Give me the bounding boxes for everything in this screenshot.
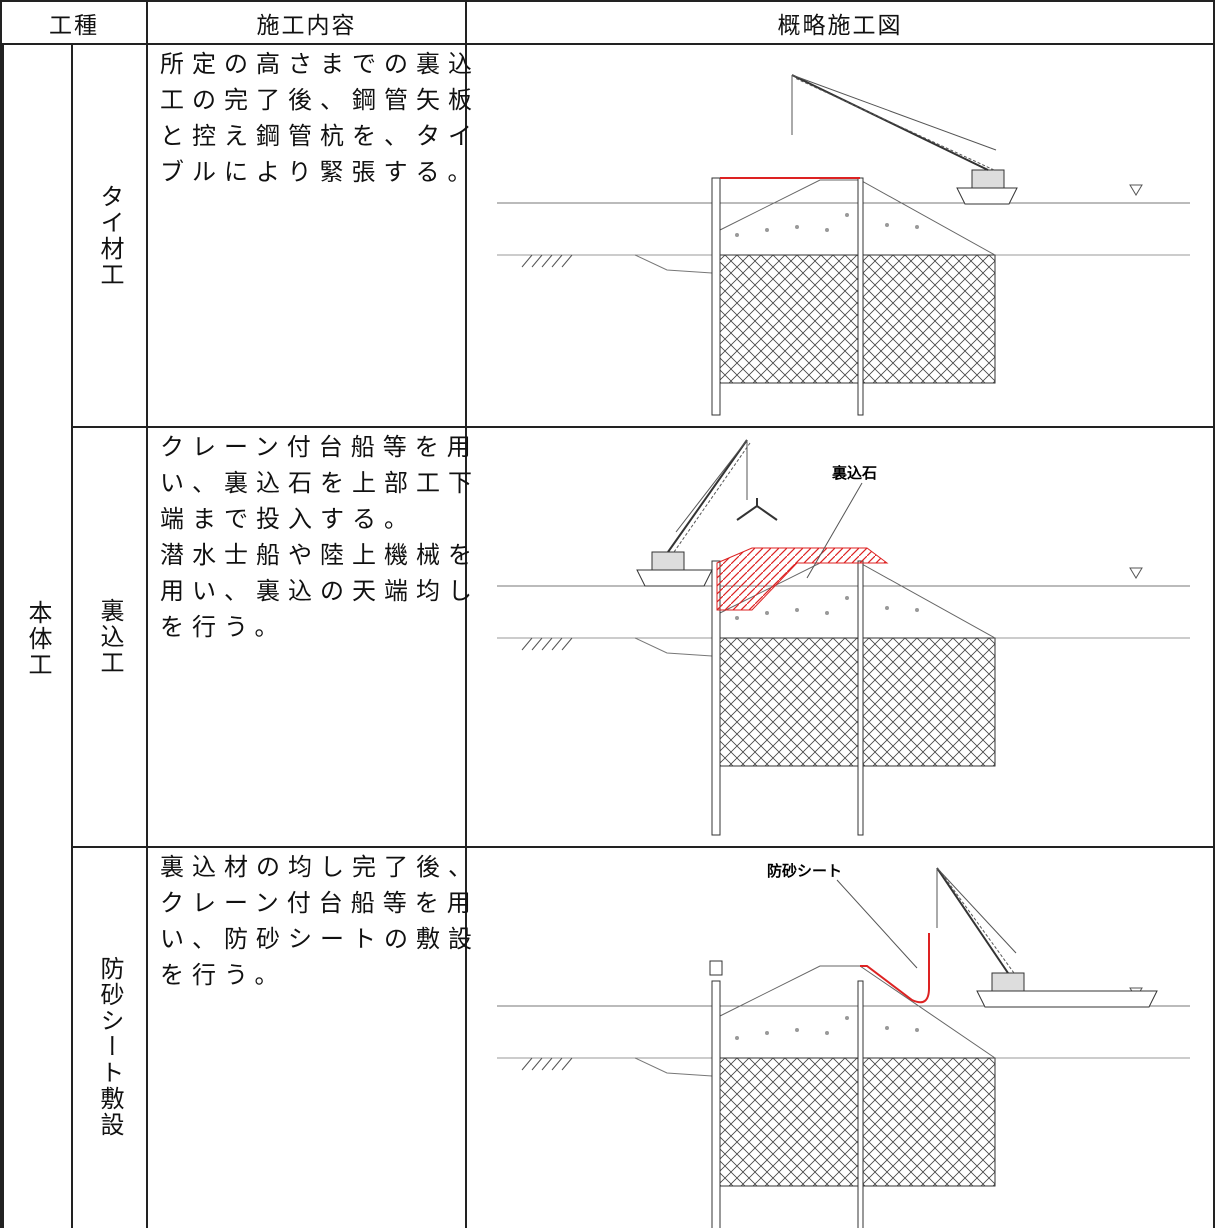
- crane-cab: [971, 169, 1005, 189]
- stone: [885, 223, 889, 227]
- crane-boom: [673, 442, 751, 553]
- leader: [806, 482, 863, 579]
- sand-sheet: [860, 933, 930, 1004]
- stone: [885, 606, 889, 610]
- content-line: 端まで投入する。: [160, 507, 416, 533]
- stone: [915, 1028, 919, 1032]
- stone: [885, 1026, 889, 1030]
- sheet-pile: [711, 560, 721, 836]
- content-cell: クレーン付台船等を用 い、裏込石を上部工下 端まで投入する。潜水士船や陸上機械を 用い…: [148, 428, 480, 848]
- group-cell: 本体工: [0, 45, 73, 1228]
- content-line: クレーン付台船等を用: [160, 891, 479, 917]
- ground-symbol: [521, 1057, 573, 1071]
- leader: [836, 879, 918, 969]
- content-line: 工の完了後、鋼管矢板: [160, 88, 480, 114]
- type-cell: 裏込工: [73, 428, 148, 848]
- crane-boom: [936, 867, 1009, 974]
- header-cell: 施工内容: [148, 0, 467, 45]
- stone: [735, 616, 739, 620]
- content-line: 裏込材の均し完了後、: [160, 855, 480, 881]
- grab-bucket: [736, 498, 778, 521]
- anchor-pile: [857, 980, 864, 1228]
- content-line: と控え鋼管杭を、タイ: [160, 124, 480, 150]
- crane-boom: [667, 439, 748, 553]
- content-line: を行う。: [160, 963, 287, 989]
- stone: [735, 1036, 739, 1040]
- stone: [795, 225, 799, 229]
- stone: [825, 611, 829, 615]
- figure-label: 裏込石: [831, 464, 877, 482]
- header-cell: 工種: [0, 0, 148, 45]
- slope: [634, 637, 713, 657]
- barge: [956, 187, 1018, 205]
- content-line: クレーン付台船等を用: [160, 435, 479, 461]
- content-cell: 裏込材の均し完了後、 クレーン付台船等を用 い、防砂シートの敷設 を行う。: [148, 848, 480, 1228]
- stone: [845, 596, 849, 600]
- sheet-pile: [711, 177, 721, 416]
- stone: [845, 1016, 849, 1020]
- ground-symbol: [521, 254, 573, 268]
- stone: [765, 1031, 769, 1035]
- type-cell: 防砂シート敷設: [73, 848, 148, 1228]
- content-line: を行う。: [160, 615, 287, 641]
- crane-boom: [939, 870, 1015, 974]
- crane-cab: [651, 551, 685, 571]
- crane-stay: [675, 439, 748, 533]
- ground-symbol: [521, 637, 573, 651]
- crane-stay: [936, 867, 1017, 954]
- backfill-stone: [716, 547, 889, 611]
- stone: [845, 213, 849, 217]
- content-cell: 所定の高さまでの裏込 工の完了後、鋼管矢板 と控え鋼管杭を、タイ ブルにより緊張する。: [148, 45, 480, 428]
- stone: [765, 611, 769, 615]
- figure-cell: 裏込石: [467, 428, 1215, 848]
- water-mark: [1129, 567, 1143, 579]
- barge: [976, 990, 1158, 1008]
- content-line: 用い、裏込の天端均し: [160, 579, 480, 605]
- crane-cab: [991, 972, 1025, 992]
- stone: [795, 1028, 799, 1032]
- content-line: 所定の高さまでの裏込: [160, 52, 480, 78]
- stone: [795, 608, 799, 612]
- backfill-mound: [719, 179, 996, 256]
- barge: [636, 569, 713, 587]
- content-line: い、防砂シートの敷設: [160, 927, 480, 953]
- figure: [497, 74, 1190, 416]
- content-line: ブルにより緊張する。: [160, 160, 480, 186]
- content-line: 潜水士船や陸上機械を: [160, 543, 480, 569]
- slope: [634, 1057, 713, 1077]
- anchor-pile: [857, 177, 864, 416]
- stone: [915, 225, 919, 229]
- header-cell: 概略施工図: [467, 0, 1215, 45]
- cap: [709, 960, 723, 976]
- crane-boom: [794, 77, 995, 171]
- crane-boom: [791, 74, 989, 171]
- stone: [825, 228, 829, 232]
- stone: [915, 608, 919, 612]
- stone: [765, 228, 769, 232]
- water-mark: [1129, 184, 1143, 196]
- figure: 防砂シート: [497, 862, 1190, 1228]
- sheet-pile: [711, 980, 721, 1228]
- stone: [825, 1031, 829, 1035]
- crane-stay: [791, 74, 997, 151]
- backfill-mound: [719, 965, 996, 1059]
- slope: [634, 254, 713, 274]
- figure-cell: [467, 45, 1215, 428]
- content-line: い、裏込石を上部工下: [160, 471, 480, 497]
- figure-label: 防砂シート: [767, 862, 842, 880]
- figure-cell: 防砂シート: [467, 848, 1215, 1228]
- figure: 裏込石: [497, 439, 1190, 836]
- stone: [735, 233, 739, 237]
- anchor-pile: [857, 560, 864, 836]
- type-cell: タイ材工: [73, 45, 148, 428]
